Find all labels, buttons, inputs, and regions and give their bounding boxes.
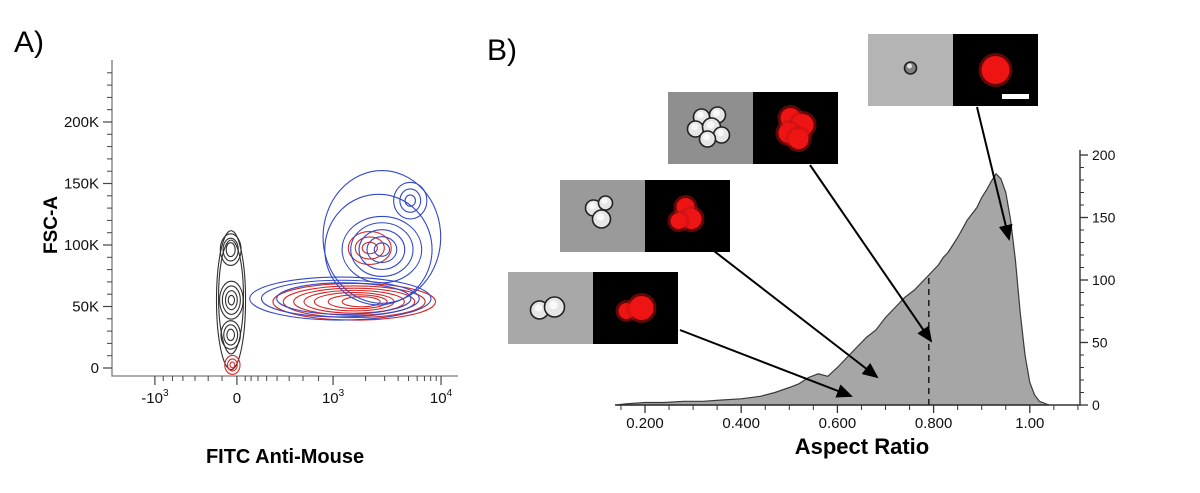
red-stained-population-contour (293, 287, 416, 316)
x-axis-tick-label: 0.200 (626, 415, 664, 432)
blue-stained-population-contour (249, 276, 432, 321)
red-stained-population-contour (229, 361, 236, 369)
blue-stained-population-contour (366, 236, 398, 264)
cell-highlight (549, 300, 558, 310)
unstained-population-contour (224, 290, 238, 311)
red-stained-population-contour (354, 236, 385, 260)
y-axis-tick-label: 200K (64, 114, 99, 131)
aspect-ratio-histogram: 0.200 0.400 0.600 0.800 1.00 0 50 100 150 200 (508, 34, 1116, 432)
y-axis-tick-label: 0 (1092, 397, 1100, 413)
blue-stained-population-contour (350, 222, 414, 278)
y-axis-tick-label: 100K (64, 237, 99, 254)
x-axis-tick-label: -103 (141, 388, 169, 407)
x-axis-tick-label: 0 (233, 390, 241, 407)
x-axis-tick-label: 103 (322, 388, 345, 407)
fluorescence-blob (788, 129, 809, 149)
cell-highlight (703, 133, 710, 141)
cell-highlight (601, 198, 608, 204)
red-stained-population-contour (303, 289, 405, 314)
fluorescence-blob (981, 56, 1010, 84)
cell-highlight (717, 129, 724, 137)
y-axis-tick-label: 50 (1092, 335, 1108, 351)
x-axis-tick-label: 0.400 (722, 415, 760, 432)
unstained-population-contour (218, 239, 245, 355)
red-stained-population-contour (347, 231, 392, 266)
annotation-arrow (713, 250, 879, 379)
y-axis-tick-label: 150K (64, 176, 99, 193)
unstained-population-contour (221, 285, 241, 315)
blue-stained-population-contour (399, 188, 422, 213)
cell-highlight (596, 213, 605, 221)
panel-a-label: A) (14, 26, 44, 59)
x-axis-tick-label: 1.00 (1015, 415, 1044, 432)
unstained-population-contour (226, 328, 236, 342)
unstained-population-contour (219, 280, 244, 320)
cell-highlight (691, 123, 698, 131)
fluorescence-blob (629, 296, 654, 320)
two-cell-doublet-example (508, 272, 678, 344)
red-stained-population-contour (224, 354, 241, 375)
blue-stained-population-contour (393, 181, 428, 220)
y-axis-tick-label: 150 (1092, 210, 1116, 226)
y-axis-tick-label: 50K (72, 299, 99, 316)
single-cell-example (868, 34, 1038, 106)
blue-stained-population-contour (276, 282, 412, 315)
unstained-population-contour (222, 237, 239, 262)
unstained-population-contour (215, 230, 247, 371)
cell-highlight (706, 121, 715, 129)
annotation-arrow (679, 329, 853, 398)
cell-highlight (713, 109, 720, 117)
y-axis-tick-label: 0 (91, 360, 99, 377)
cell-highlight (589, 202, 596, 210)
red-stained-population-contour (341, 296, 381, 308)
unstained-population-contour (225, 242, 236, 258)
unstained-population-contour (223, 324, 239, 346)
red-stained-population-contour (227, 358, 238, 372)
cell-highlight (906, 63, 913, 69)
blue-stained-population-contour (373, 242, 391, 257)
blue-stained-population-contour (322, 170, 442, 304)
x-axis-tick-label: 0.800 (915, 415, 953, 432)
unstained-population-contour (227, 294, 236, 306)
panel-a-axes (111, 60, 458, 377)
red-stained-population-contour (327, 294, 388, 310)
blue-stained-population-contour (324, 193, 433, 306)
panel-a-x-axis-title: FITC Anti-Mouse (205, 446, 365, 468)
flow-cytometry-contour-plot: 0 50K 100K 150K 200K -103 0 103 104 (64, 60, 458, 407)
multi-cell-cluster-example (668, 92, 838, 164)
cell-highlight (534, 304, 543, 312)
blue-stained-population-contour (260, 279, 420, 318)
panel-b-x-axis-title: Aspect Ratio (794, 434, 930, 459)
y-axis-tick-label: 200 (1092, 147, 1116, 163)
blue-stained-population-contour (358, 229, 406, 271)
panel-b-label: B) (487, 34, 517, 67)
x-axis-tick-label: 104 (430, 388, 453, 407)
blue-stained-population-contour (404, 194, 416, 207)
histogram-area (616, 172, 1050, 406)
y-axis-tick-label: 100 (1092, 272, 1116, 288)
cell-highlight (697, 111, 704, 119)
annotation-arrow (809, 164, 933, 343)
three-cell-cluster-example (560, 180, 730, 252)
x-axis-tick-label: 0.600 (819, 415, 857, 432)
annotation-arrow (976, 106, 1013, 241)
scale-bar (1002, 94, 1029, 99)
fluorescence-blob (670, 213, 687, 229)
blue-stained-population-contour (341, 215, 423, 284)
red-stained-population-contour (282, 285, 426, 319)
